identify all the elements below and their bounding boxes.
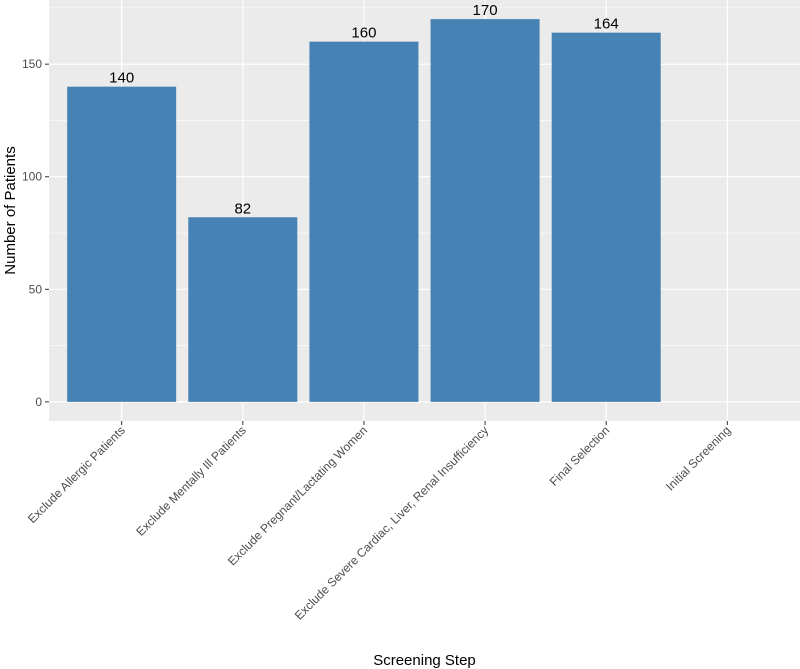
bar (551, 32, 661, 402)
bar (67, 86, 177, 402)
x-axis-title: Screening Step (373, 652, 476, 669)
bar (188, 217, 298, 402)
y-axis: 0 50 100 150 (22, 57, 49, 409)
x-tick-label: Initial Screening (663, 423, 733, 493)
bar (309, 41, 419, 402)
y-tick-label: 100 (22, 170, 42, 184)
bar-value-label: 160 (351, 25, 376, 42)
bar-value-label: 170 (473, 2, 498, 19)
x-tick-label: Exclude Pregnant/Lactating Women (225, 423, 370, 568)
bar-labels: 140 82 160 170 164 (109, 2, 619, 217)
x-tick-label: Exclude Allergic Patients (25, 423, 128, 526)
bar-value-label: 82 (234, 200, 251, 217)
x-axis: Exclude Allergic Patients Exclude Mentall… (25, 421, 733, 623)
y-axis-title: Number of Patients (2, 146, 19, 274)
bars (67, 19, 661, 402)
y-tick-label: 150 (22, 57, 42, 71)
x-tick-label: Exclude Severe Cardiac, Liver, Renal Ins… (292, 423, 491, 622)
x-tick-label: Exclude Mentally Ill Patients (133, 423, 249, 539)
bar-value-label: 140 (109, 70, 134, 87)
y-tick-label: 50 (29, 282, 43, 296)
y-tick-label: 0 (35, 395, 42, 409)
bar-value-label: 164 (594, 16, 619, 33)
x-tick-label: Final Selection (547, 423, 613, 489)
bar (430, 19, 540, 402)
